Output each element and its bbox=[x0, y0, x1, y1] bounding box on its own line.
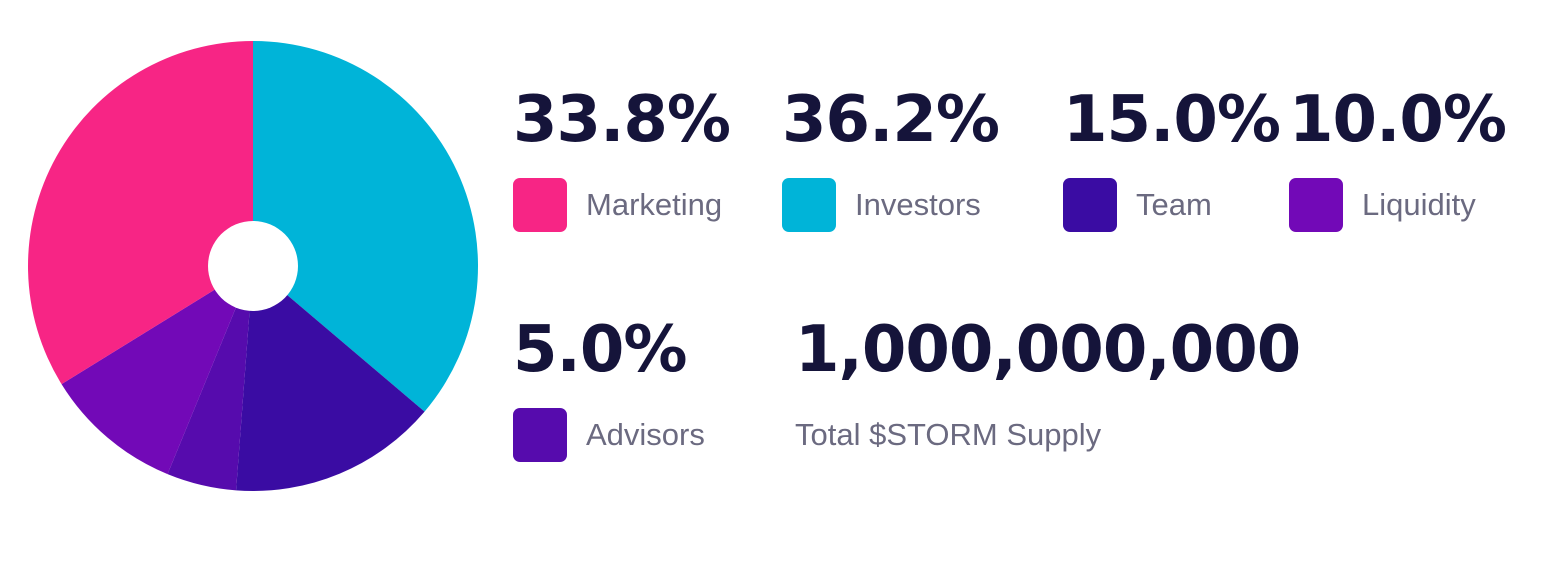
advisors-percentage: 5.0% bbox=[513, 313, 687, 387]
advisors-color-swatch bbox=[513, 408, 567, 462]
advisors-label: Advisors bbox=[586, 417, 705, 452]
marketing-color-swatch bbox=[513, 178, 567, 232]
investors-color-swatch bbox=[782, 178, 836, 232]
pie-center-hole bbox=[208, 221, 298, 311]
pie-slice-advisors bbox=[167, 266, 253, 491]
investors-percentage: 36.2% bbox=[782, 83, 1000, 157]
liquidity-label: Liquidity bbox=[1362, 187, 1476, 222]
liquidity-color-swatch bbox=[1289, 178, 1343, 232]
team-color-swatch bbox=[1063, 178, 1117, 232]
pie-slice-team bbox=[236, 266, 425, 491]
total-supply-value: 1,000,000,000 bbox=[795, 313, 1301, 387]
token-allocation-pie-chart bbox=[28, 41, 479, 491]
team-label: Team bbox=[1136, 187, 1212, 222]
pie-slice-liquidity bbox=[61, 266, 253, 475]
marketing-label: Marketing bbox=[586, 187, 723, 222]
liquidity-percentage: 10.0% bbox=[1289, 83, 1507, 157]
team-percentage: 15.0% bbox=[1063, 83, 1281, 157]
marketing-percentage: 33.8% bbox=[513, 83, 731, 157]
pie-slice-investors bbox=[253, 41, 479, 412]
investors-label: Investors bbox=[855, 187, 981, 222]
total-supply-label: Total $STORM Supply bbox=[795, 417, 1102, 452]
pie-slice-marketing bbox=[28, 41, 254, 385]
